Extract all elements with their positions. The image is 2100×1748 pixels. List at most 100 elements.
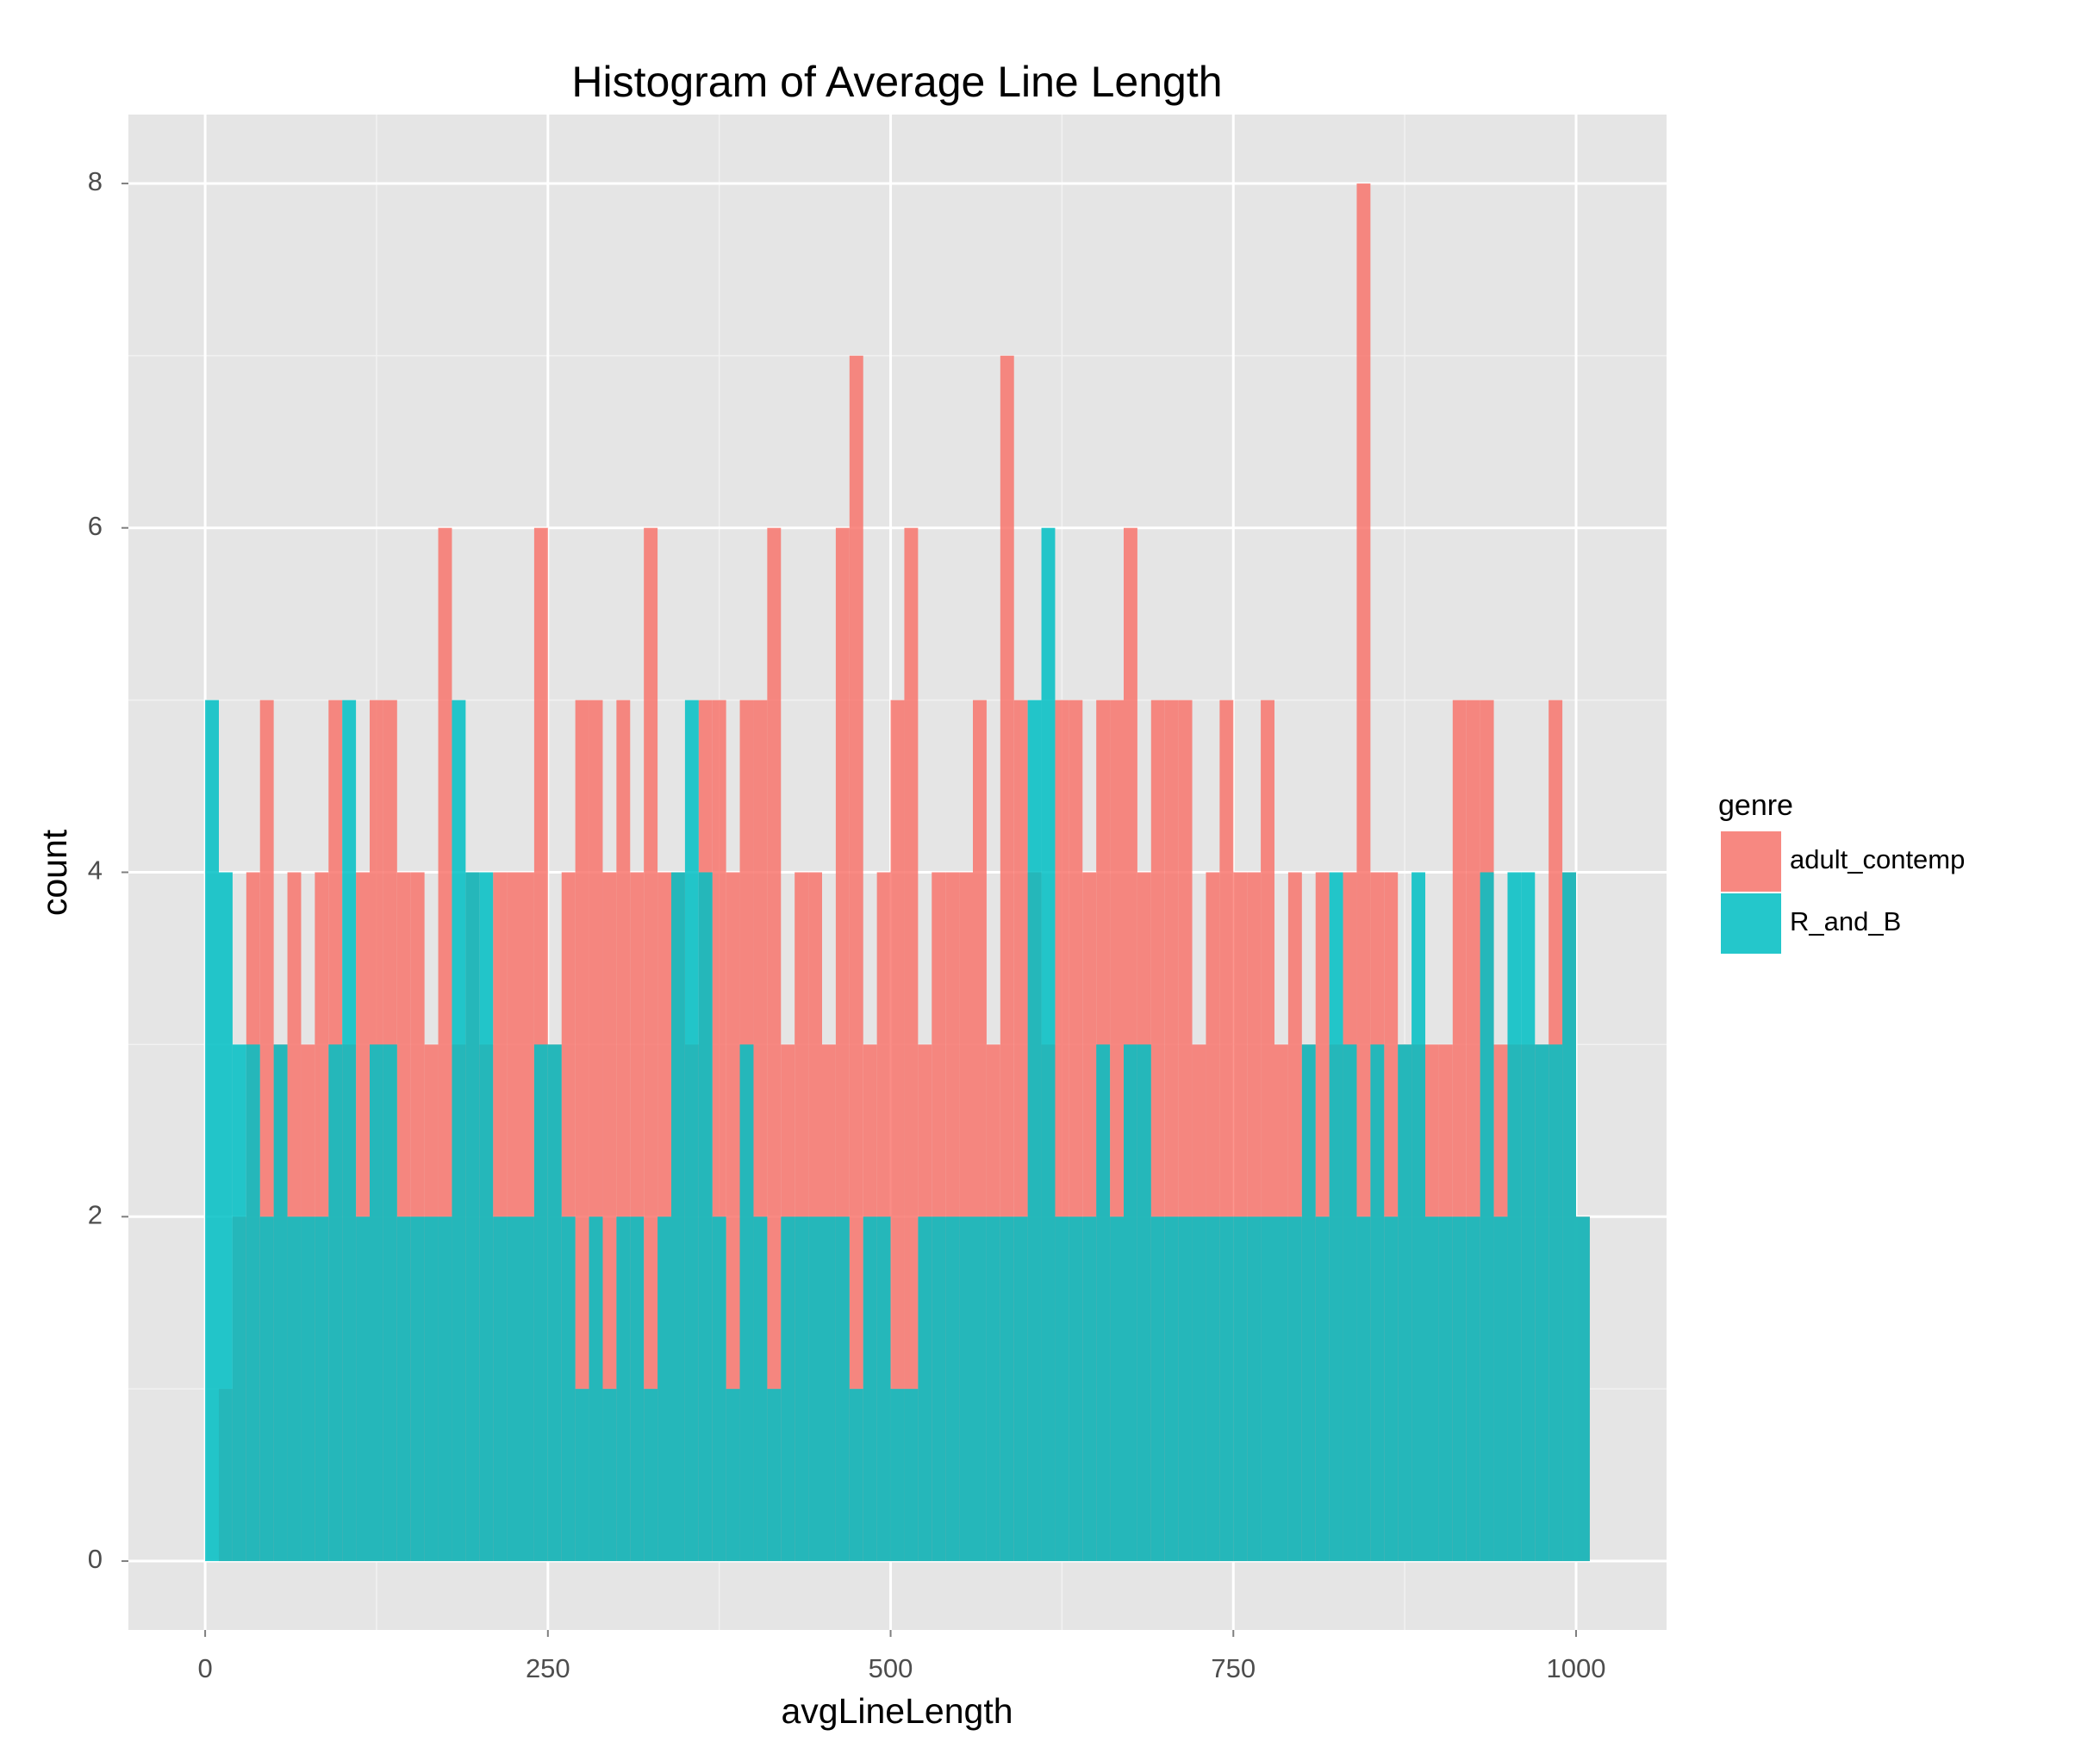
bar [1411,872,1425,1562]
bar [1233,1216,1248,1562]
bar [452,700,466,1562]
bar [1150,1216,1165,1562]
bar [1137,1044,1151,1562]
bar [986,1216,1000,1562]
bar [1370,1044,1385,1562]
bar [684,700,699,1562]
bar [1315,1216,1330,1562]
bar [424,1216,439,1562]
bar [410,1216,425,1562]
bar [246,1044,260,1562]
x-tick-label: 0 [197,1653,212,1683]
x-tick-label: 250 [526,1653,570,1683]
bar [383,1044,397,1562]
bar [1438,1216,1453,1562]
bar [287,1216,302,1562]
bar [1274,1216,1288,1562]
bar [342,700,357,1562]
bar [1219,1216,1234,1562]
bar [1535,1044,1549,1562]
bar [644,1389,658,1562]
bar [739,1044,754,1562]
y-tick-label: 0 [88,1544,103,1574]
bar [315,1216,329,1562]
bar [1082,1216,1097,1562]
bar [370,1044,383,1562]
bar [945,1216,960,1562]
bar [1027,700,1042,1562]
bar [890,700,905,1562]
bar [1507,872,1522,1562]
bar [1398,1044,1412,1562]
bar [1247,1216,1262,1562]
bar [356,1216,370,1562]
bar [890,1389,905,1562]
bar [876,1216,891,1562]
bar [507,1216,520,1562]
bar [1055,1216,1069,1562]
bar [726,1389,740,1562]
x-axis-label: avgLineLength [781,1691,1013,1731]
bar [561,1216,576,1562]
bar [1110,1216,1124,1562]
bar [1261,1216,1274,1562]
bar [712,1216,726,1562]
bar [767,1389,782,1562]
bar [1096,1044,1111,1562]
bar [328,1044,343,1562]
bar [1493,1216,1508,1562]
bar [533,1044,548,1562]
bar [493,1216,508,1562]
bar [918,1216,932,1562]
bars [205,183,1590,1562]
y-axis-label: count [34,829,74,916]
bar [849,1389,863,1562]
bar [1206,1216,1220,1562]
bar [219,872,233,1562]
x-tick-label: 750 [1211,1653,1256,1683]
y-tick-label: 4 [88,855,103,886]
bar [1178,1216,1193,1562]
bar [1301,1044,1316,1562]
bar [589,1216,603,1562]
bar [795,1216,809,1562]
bar [822,1216,836,1562]
x-tick-label: 1000 [1547,1653,1606,1683]
bar [1192,1216,1206,1562]
bar [205,700,219,1562]
bar [1466,1216,1480,1562]
x-tick-label: 500 [869,1653,913,1683]
bar [808,1216,822,1562]
bar [396,1216,411,1562]
bar [1384,1216,1399,1562]
bar [932,1216,946,1562]
bar [959,1216,973,1562]
bar [835,1216,850,1562]
bar [1562,872,1576,1562]
bar [698,872,713,1562]
bar [602,1389,617,1562]
legend-title: genre [1718,789,1793,822]
bar [1287,1216,1302,1562]
bar [1425,1216,1439,1562]
bar [259,1216,274,1562]
bar [767,527,782,1562]
bar [465,872,480,1562]
y-tick-label: 2 [88,1199,103,1229]
legend-label: adult_contemp [1790,844,1965,874]
bar [753,1216,768,1562]
legend-swatch [1721,831,1781,892]
bar [849,355,863,1562]
bar [630,1216,645,1562]
bar [1164,1216,1179,1562]
y-tick-label: 6 [88,511,103,541]
bar [904,1389,919,1562]
bar [301,1216,315,1562]
bar [1576,1216,1590,1562]
bar [644,527,658,1562]
bar [273,1044,288,1562]
chart-title: Histogram of Average Line Length [571,58,1222,106]
bar [1329,872,1343,1562]
bar [1000,1216,1014,1562]
